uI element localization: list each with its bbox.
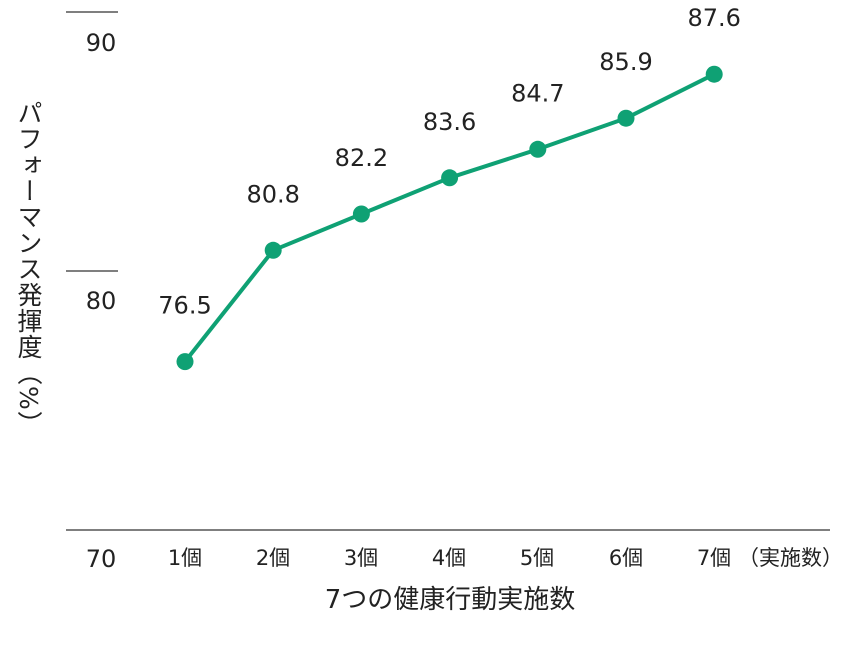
- data-label-7: 87.6: [687, 4, 740, 32]
- x-axis-title: 7つの健康行動実施数: [325, 585, 576, 615]
- data-point-5: [529, 140, 547, 158]
- data-label-6: 85.9: [599, 48, 652, 76]
- data-point-6: [617, 109, 635, 127]
- x-tick-label-6: 6個: [609, 546, 643, 570]
- y-axis-title: パフォーマンス発揮度（%）: [14, 100, 43, 437]
- data-point-7: [705, 65, 723, 83]
- axis-layer: 90 80 70 1個 2個 3個 4個 5個 6個 7個 （実施数） 7つの健…: [66, 11, 841, 615]
- data-point-4: [441, 169, 459, 187]
- series-layer: 76.5 80.8 82.2 83.6 84.7 85.9 87.6: [158, 4, 741, 371]
- x-tick-label-4: 4個: [432, 546, 466, 570]
- y-tick-label-80: 80: [86, 287, 117, 315]
- data-label-5: 84.7: [511, 79, 564, 107]
- data-label-4: 83.6: [423, 108, 476, 136]
- data-label-3: 82.2: [335, 144, 388, 172]
- x-tick-label-7: 7個: [697, 546, 731, 570]
- data-point-2: [264, 241, 282, 259]
- x-unit-note: （実施数）: [738, 546, 841, 570]
- x-tick-label-3: 3個: [344, 546, 378, 570]
- y-tick-label-70: 70: [86, 545, 117, 573]
- data-point-1: [176, 353, 194, 371]
- data-label-2: 80.8: [246, 180, 299, 208]
- data-label-1: 76.5: [158, 292, 211, 320]
- x-tick-label-2: 2個: [256, 546, 290, 570]
- x-tick-label-1: 1個: [168, 546, 202, 570]
- y-tick-label-90: 90: [86, 29, 117, 57]
- data-point-3: [352, 205, 370, 223]
- x-tick-label-5: 5個: [520, 546, 554, 570]
